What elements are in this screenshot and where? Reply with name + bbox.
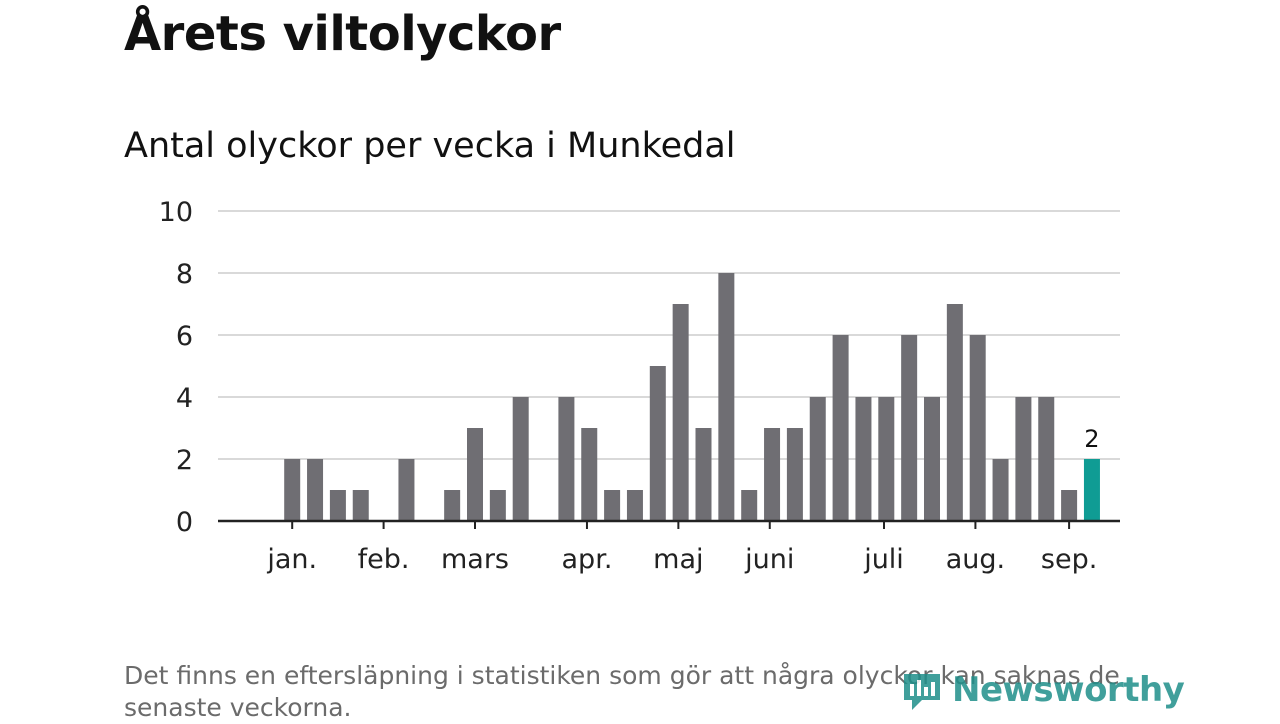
chart-subtitle: Antal olyckor per vecka i Munkedal [124, 126, 736, 166]
y-tick-label: 0 [176, 507, 193, 538]
bar [329, 490, 346, 521]
bar [992, 459, 1009, 521]
bar [718, 273, 735, 521]
y-tick-label: 4 [176, 383, 193, 414]
brand-logo: Newsworthy [900, 668, 1185, 712]
bar [558, 397, 575, 521]
bar [924, 397, 940, 521]
bar [969, 335, 986, 521]
bar [878, 397, 895, 521]
newsworthy-logo-icon [904, 674, 940, 710]
bar [489, 490, 506, 521]
bar [946, 304, 963, 521]
bar-chart: 0 2 4 6 8 10 2 jan. feb. mars apr. maj juni juli aug. s… [159, 197, 1120, 575]
brand-name: Newsworthy [952, 670, 1185, 710]
bar [855, 397, 872, 521]
bar [467, 428, 483, 521]
bar [901, 335, 918, 521]
x-tick-label: juli [863, 544, 904, 575]
bar [352, 490, 369, 521]
bar [672, 304, 689, 521]
y-tick-label: 2 [176, 445, 193, 476]
x-tick-label: feb. [358, 544, 410, 575]
y-tick-label: 6 [176, 321, 193, 352]
bar [741, 490, 758, 521]
x-tick-label: mars [441, 544, 509, 575]
chart-title: Årets viltolyckor [124, 6, 561, 62]
x-tick-label: apr. [562, 544, 613, 575]
bar [1061, 490, 1078, 521]
bar [398, 459, 415, 521]
x-tick-label: aug. [946, 544, 1005, 575]
bar [786, 428, 803, 521]
x-tick-label: sep. [1041, 544, 1097, 575]
x-tick-label: maj [653, 544, 703, 575]
x-tick-label: jan. [266, 544, 317, 575]
bar [604, 490, 621, 521]
bar [444, 490, 461, 521]
bar [695, 428, 712, 521]
bar [1038, 397, 1055, 521]
data-label: 2 [1084, 425, 1099, 453]
y-tick-label: 8 [176, 259, 193, 290]
bar [764, 428, 781, 521]
highlight-bar [1083, 459, 1100, 521]
bar [307, 459, 324, 521]
bar [1015, 397, 1032, 521]
bar [626, 490, 643, 521]
x-tick-label: juni [744, 544, 794, 575]
bar [284, 459, 301, 521]
bar [512, 397, 529, 521]
y-tick-label: 10 [159, 197, 193, 228]
bar [832, 335, 849, 521]
bar [649, 366, 666, 521]
footnote: Det finns en eftersläpning i statistiken… [124, 661, 1120, 722]
bar [809, 397, 826, 521]
bar [581, 428, 598, 521]
